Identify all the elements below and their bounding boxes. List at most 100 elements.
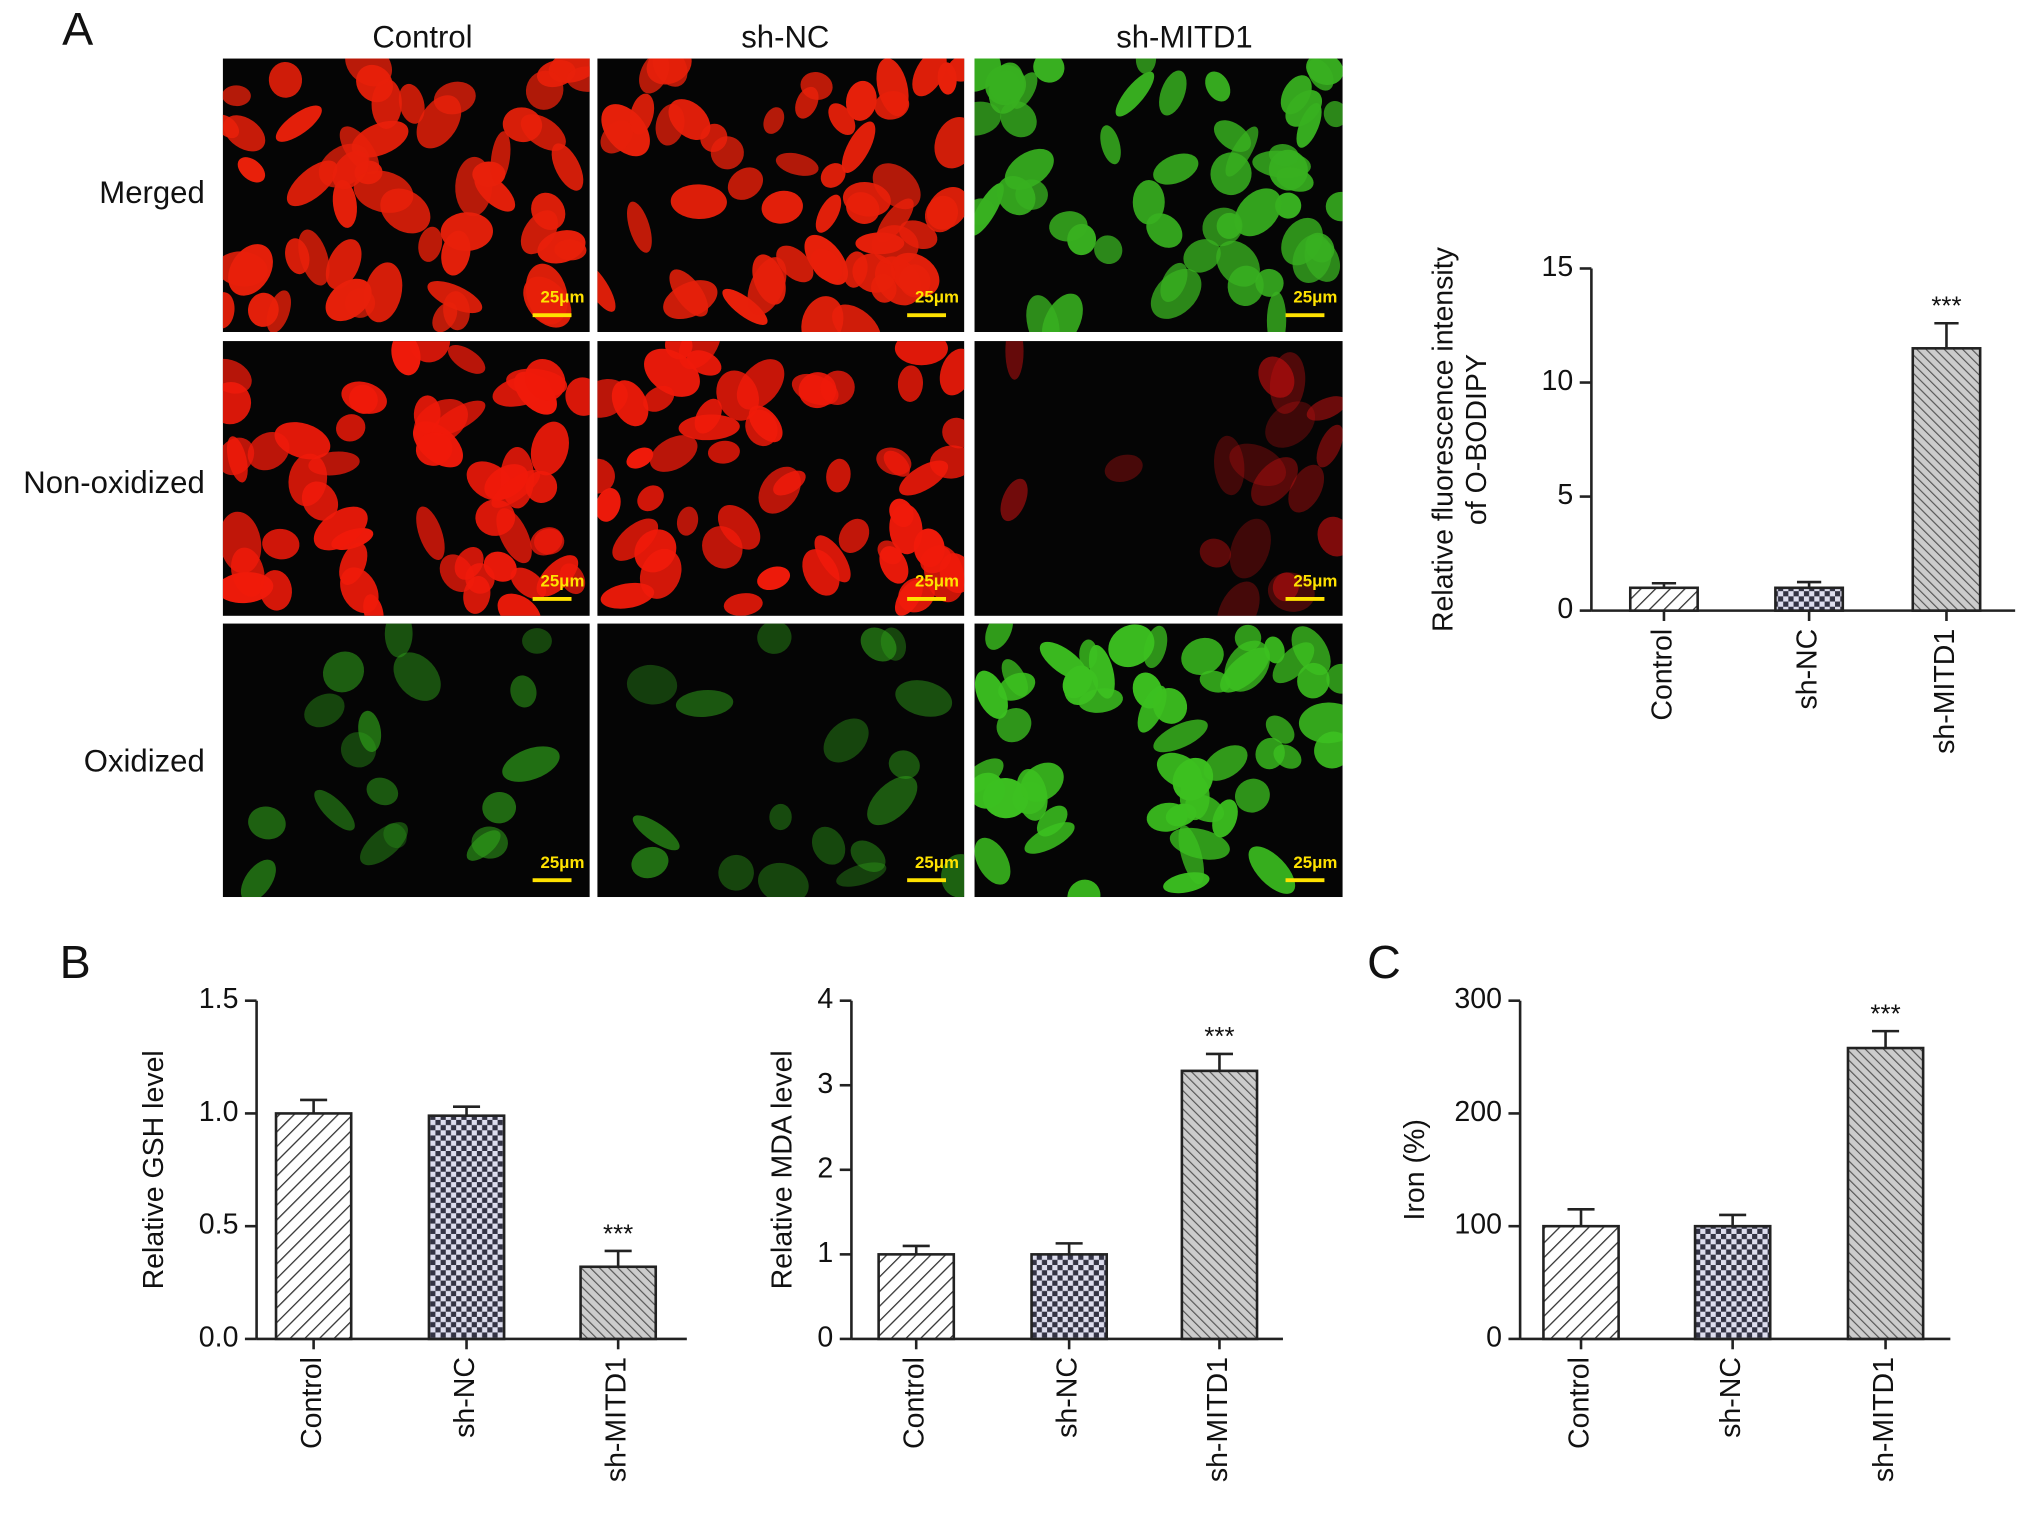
error-bar — [1567, 1207, 1595, 1227]
cell — [1094, 235, 1123, 265]
cell — [626, 664, 678, 705]
cell — [939, 348, 965, 396]
y-tick-label: 0 — [1486, 1321, 1502, 1353]
scale-bar-label: 25μm — [915, 288, 959, 307]
cell — [769, 803, 792, 831]
cell — [811, 826, 846, 865]
x-tick-label: sh-NC — [449, 1357, 481, 1438]
x-tick-label: Control — [1646, 629, 1678, 721]
cell — [1251, 457, 1298, 506]
cell — [985, 64, 1027, 106]
cell — [1163, 872, 1210, 894]
cell — [522, 628, 552, 654]
cell — [502, 746, 560, 782]
cell — [520, 114, 566, 151]
cell — [525, 470, 558, 503]
cell — [339, 542, 368, 585]
cell — [1205, 71, 1231, 102]
cell — [530, 421, 569, 476]
cell — [639, 58, 670, 94]
cell — [974, 837, 1011, 885]
cell — [1020, 762, 1064, 802]
cells — [974, 623, 1343, 898]
cell — [237, 157, 266, 183]
bar — [427, 1114, 506, 1341]
cell — [222, 114, 240, 139]
bar — [274, 1112, 353, 1341]
cell — [497, 593, 541, 616]
cell — [345, 58, 393, 87]
cell — [1227, 265, 1264, 307]
cell — [384, 623, 413, 658]
cell — [1255, 737, 1285, 770]
cell — [1181, 637, 1224, 675]
cell — [655, 103, 685, 146]
significance: *** — [603, 1220, 633, 1248]
cell — [226, 436, 248, 483]
cell — [559, 563, 586, 595]
cell — [447, 344, 486, 374]
cell — [1265, 715, 1295, 744]
cell — [1183, 239, 1221, 273]
cell — [398, 83, 425, 124]
cell — [727, 167, 764, 200]
cell — [841, 121, 876, 173]
error-bar — [604, 1249, 632, 1267]
cell — [716, 370, 760, 421]
cell — [1202, 207, 1243, 247]
cell — [758, 862, 809, 898]
x-tick-label: Control — [1564, 1357, 1596, 1449]
cell — [1296, 102, 1322, 148]
cell — [1153, 153, 1199, 185]
y-axis-label: Iron (%) — [1399, 1119, 1431, 1220]
cell — [483, 551, 517, 582]
cell — [676, 506, 699, 536]
cell — [678, 341, 721, 370]
column-label: Control — [372, 19, 472, 54]
cell — [897, 365, 923, 402]
scale-bar-label: 25μm — [540, 288, 584, 307]
cell — [838, 518, 870, 553]
cell — [700, 123, 728, 152]
cell — [551, 143, 584, 191]
cell — [248, 806, 286, 840]
cell — [247, 431, 290, 471]
scale-bar-label: 25μm — [1293, 853, 1337, 872]
cell — [876, 447, 912, 476]
cells — [222, 341, 590, 616]
cell — [322, 651, 365, 693]
cell — [222, 85, 251, 107]
cell — [757, 566, 791, 591]
cell — [262, 528, 300, 560]
x-tick-label: sh-MITD1 — [601, 1357, 633, 1482]
cell — [1248, 846, 1296, 894]
bar — [1628, 586, 1699, 612]
cell — [1135, 58, 1157, 75]
significance: *** — [1870, 1000, 1900, 1028]
cell — [510, 567, 547, 600]
cell — [631, 846, 669, 879]
cell — [1213, 435, 1245, 496]
cells — [222, 58, 590, 332]
cell — [974, 670, 1008, 719]
cell — [325, 278, 372, 322]
panel-label: B — [60, 936, 91, 988]
cell — [1234, 188, 1282, 237]
scale-bar-label: 25μm — [540, 572, 584, 591]
cell — [1268, 144, 1299, 167]
cell — [934, 117, 965, 169]
cell — [554, 239, 587, 261]
x-tick-label: sh-MITD1 — [1202, 1357, 1234, 1482]
cell — [259, 570, 292, 611]
cell — [717, 505, 761, 550]
cell — [418, 226, 443, 262]
y-tick-label: 10 — [1542, 365, 1574, 397]
cell — [1005, 341, 1024, 380]
cell — [850, 840, 886, 872]
cells — [597, 341, 965, 616]
row-label: Oxidized — [84, 744, 205, 779]
cell — [600, 582, 655, 609]
cell — [285, 238, 310, 275]
y-tick-label: 0.0 — [199, 1321, 239, 1353]
